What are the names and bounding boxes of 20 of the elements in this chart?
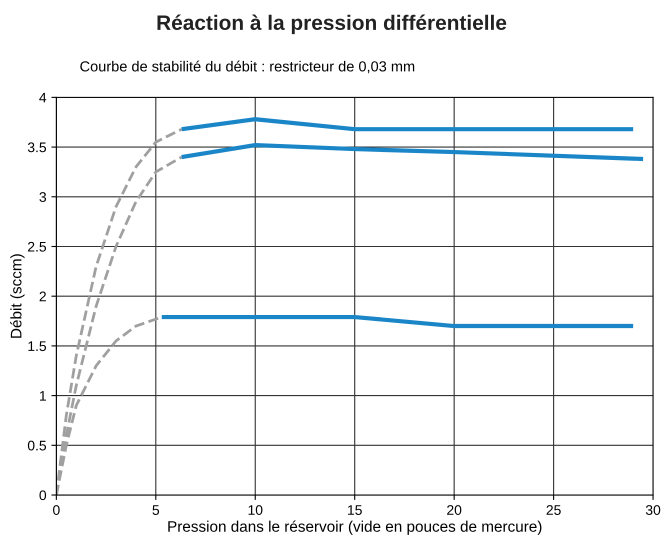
x-tick-label: 25 xyxy=(546,505,561,515)
y-tick-label: 2 xyxy=(40,292,46,302)
x-tick-label: 10 xyxy=(248,505,262,515)
x-tick-label: 30 xyxy=(646,505,660,515)
y-tick-label: 4 xyxy=(39,92,46,102)
x-axis-title: Pression dans le réservoir (vide en pouces de mercure) xyxy=(168,520,542,535)
y-tick-label: 0 xyxy=(39,490,46,500)
x-tick-label: 15 xyxy=(348,505,362,515)
x-tick-label: 0 xyxy=(53,505,60,515)
y-axis-title: Débit (sccm) xyxy=(10,254,25,338)
x-tick-label: 20 xyxy=(447,505,462,515)
y-tick-label: 3 xyxy=(39,192,46,202)
y-tick-label: 1.5 xyxy=(28,341,46,352)
x-tick-label: 5 xyxy=(152,505,160,515)
y-tick-label: 1 xyxy=(40,391,46,401)
y-tick-label: 0.5 xyxy=(28,440,46,450)
y-tick-label: 3.5 xyxy=(28,142,46,152)
chart-subtitle: Courbe de stabilité du débit : restricteur de 0,03 mm xyxy=(80,60,414,74)
y-tick-label: 2.5 xyxy=(28,242,46,252)
chart-title: Réaction à la pression différentielle xyxy=(158,14,506,34)
